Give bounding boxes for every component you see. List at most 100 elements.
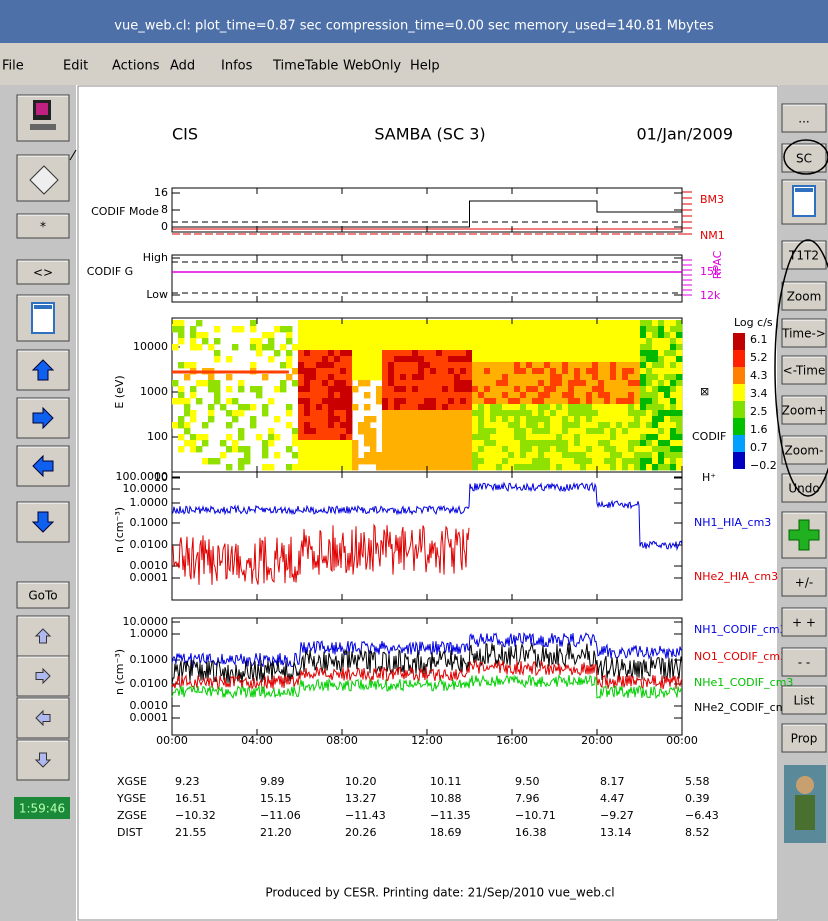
menu-item[interactable]: File — [2, 59, 24, 74]
spectrogram-cell — [454, 332, 460, 338]
spectrogram-cell — [550, 452, 556, 458]
spectrogram-cell — [670, 422, 676, 428]
spectrogram-cell — [628, 326, 634, 332]
tool-button[interactable]: ... — [782, 104, 826, 132]
spectrogram-cell — [532, 344, 538, 350]
swap-button[interactable]: <> — [17, 260, 69, 284]
tool-button[interactable]: + + — [782, 608, 826, 636]
spectrogram-cell — [616, 458, 622, 464]
arrow-button[interactable] — [17, 616, 69, 656]
spectrogram-cell — [496, 368, 502, 374]
tool-button[interactable]: Zoom- — [782, 436, 826, 464]
tool-button[interactable]: Prop — [782, 724, 826, 752]
spectrogram-cell — [586, 356, 592, 362]
spectrogram-cell — [568, 440, 574, 446]
spectrogram-cell — [622, 458, 628, 464]
spectrogram-cell — [352, 452, 358, 458]
spectrogram-cell — [490, 398, 496, 404]
spectrogram-cell — [598, 344, 604, 350]
spectrogram-cell — [370, 362, 376, 368]
tool-button[interactable]: Zoom — [782, 282, 826, 310]
menu-item[interactable]: Edit — [63, 59, 88, 74]
spectrogram-cell — [532, 332, 538, 338]
spectrogram-cell — [322, 428, 328, 434]
spectrogram-cell — [622, 356, 628, 362]
spectrogram-cell — [358, 320, 364, 326]
arrow-button[interactable] — [17, 398, 69, 438]
spectrogram-cell — [304, 446, 310, 452]
arrow-button[interactable] — [17, 656, 69, 696]
spectrogram-cell — [514, 386, 520, 392]
spectrogram-cell — [490, 440, 496, 446]
spectrogram-cell — [418, 350, 424, 356]
spectrogram-cell — [508, 452, 514, 458]
colorbar-cell — [733, 418, 745, 435]
spectrogram-cell — [394, 344, 400, 350]
spectrogram-cell — [322, 338, 328, 344]
spectrogram-cell — [580, 410, 586, 416]
menu-item[interactable]: Help — [410, 59, 440, 74]
spectrogram-cell — [574, 458, 580, 464]
spectrogram-cell — [460, 350, 466, 356]
spectrogram-cell — [346, 398, 352, 404]
tool-button[interactable]: List — [782, 686, 826, 714]
spectrogram-cell — [556, 416, 562, 422]
spectrogram-cell — [526, 446, 532, 452]
spectrogram-cell — [340, 398, 346, 404]
tool-button[interactable]: +/- — [782, 568, 826, 596]
spectrogram-cell — [376, 452, 382, 458]
spectrogram-cell — [304, 464, 310, 470]
spectrogram-cell — [394, 356, 400, 362]
series-label: CODIF — [692, 430, 726, 443]
spectrogram-cell — [544, 428, 550, 434]
spectrogram-cell — [436, 410, 442, 416]
menu-item[interactable]: Add — [170, 59, 195, 74]
spectrogram-cell — [262, 446, 268, 452]
tool-button[interactable]: Time-> — [781, 319, 826, 347]
arrow-button[interactable] — [17, 350, 69, 390]
spectrogram-cell — [370, 428, 376, 434]
arrow-button[interactable] — [17, 698, 69, 738]
spectrogram-cell — [442, 392, 448, 398]
menu-item[interactable]: WebOnly — [343, 59, 401, 74]
spectrogram-cell — [454, 428, 460, 434]
spectrogram-cell — [334, 356, 340, 362]
tool-button[interactable]: <-Time — [782, 356, 826, 384]
star-button[interactable]: * — [17, 214, 69, 238]
menu-item[interactable]: Actions — [112, 59, 160, 74]
spectrogram-cell — [244, 452, 250, 458]
spectrogram-cell — [586, 404, 592, 410]
spectrogram-cell — [376, 386, 382, 392]
spectrogram-cell — [610, 392, 616, 398]
goto-button[interactable]: GoTo — [17, 582, 69, 608]
spectrogram-cell — [310, 356, 316, 362]
spectrogram-cell — [388, 410, 394, 416]
spectrogram-cell — [652, 446, 658, 452]
spectrogram-cell — [532, 374, 538, 380]
spectrogram-cell — [592, 374, 598, 380]
avatar-head — [796, 776, 814, 794]
spectrogram-cell — [316, 428, 322, 434]
spectrogram-cell — [592, 380, 598, 386]
spectrogram-cell — [646, 356, 652, 362]
tool-button[interactable]: Zoom+ — [782, 396, 827, 424]
tool-button[interactable]: - - — [782, 648, 826, 676]
spectrogram-cell — [214, 458, 220, 464]
spectrogram-cell — [610, 410, 616, 416]
spectrogram-cell — [664, 458, 670, 464]
y-axis-label: CODIF Mode — [91, 205, 159, 218]
arrow-button[interactable] — [17, 502, 69, 542]
spectrogram-cell — [406, 320, 412, 326]
ephemeris-value: −10.32 — [175, 809, 216, 822]
spectrogram-cell — [484, 368, 490, 374]
spectrogram-cell — [304, 410, 310, 416]
menu-item[interactable]: TimeTable — [272, 59, 338, 74]
ephemeris-value: −11.06 — [260, 809, 301, 822]
spectrogram-cell — [472, 428, 478, 434]
spectrogram-cell — [640, 326, 646, 332]
menu-item[interactable]: Infos — [221, 59, 253, 74]
spectrogram-cell — [304, 428, 310, 434]
spectrogram-cell — [562, 398, 568, 404]
arrow-button[interactable] — [17, 446, 69, 486]
arrow-button[interactable] — [17, 740, 69, 780]
